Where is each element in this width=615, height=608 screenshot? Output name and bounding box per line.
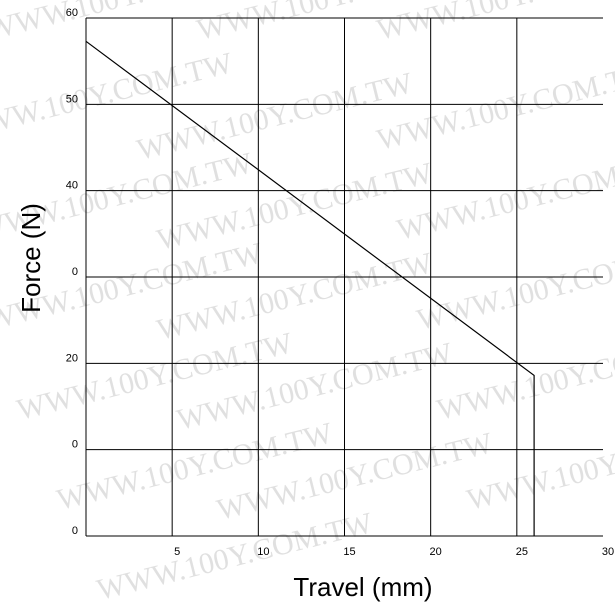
x-tick-label: 5 [174, 546, 180, 558]
watermark-text: WWW.100Y.COM.TW [434, 326, 615, 427]
watermark-text: WWW.100Y.COM.TW [374, 0, 615, 47]
x-tick-label: 10 [257, 546, 269, 558]
grid-lines [85, 17, 603, 537]
watermark-text: WWW.100Y.COM.TW [414, 236, 615, 337]
series-line [85, 40, 535, 536]
y-axis-title: Force (N) [16, 203, 46, 313]
y-tick-label: 0 [72, 439, 78, 451]
x-tick-label: 20 [430, 546, 442, 558]
x-tick-label: 15 [343, 546, 355, 558]
x-tick-labels: 5 10 15 20 25 30 [174, 546, 614, 558]
data-series [85, 40, 535, 536]
y-tick-label: 0 [72, 525, 78, 537]
x-tick-label: 25 [516, 546, 528, 558]
y-tick-labels: 0 0 20 0 40 50 60 [66, 7, 78, 537]
y-tick-label: 60 [66, 7, 78, 19]
y-tick-label: 40 [66, 180, 78, 192]
y-tick-label: 0 [72, 266, 78, 278]
y-tick-label: 20 [66, 352, 78, 364]
x-axis-title: Travel (mm) [293, 572, 432, 602]
watermark-text: WWW.100Y.COM.TW [374, 56, 615, 157]
y-tick-label: 50 [66, 93, 78, 105]
x-tick-label: 30 [602, 546, 614, 558]
